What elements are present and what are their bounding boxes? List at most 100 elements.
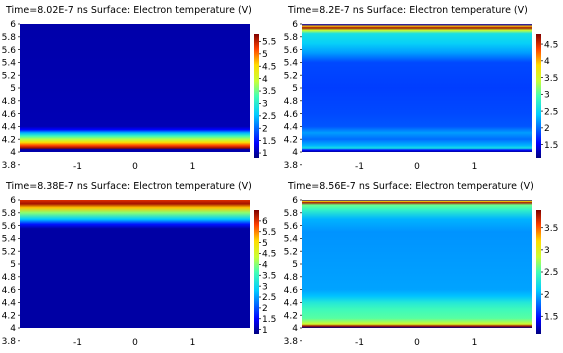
y-tick-label: 5.8 <box>284 209 299 219</box>
colorbar-tick-label: 3.5 <box>262 87 276 97</box>
y-tick-label: 4.4 <box>2 123 17 133</box>
colorbar-tick-label: 5.5 <box>262 38 276 48</box>
heatmap-surface <box>20 200 250 328</box>
y-tick-label: 3.8 <box>2 161 17 171</box>
y-tick-label: 4.8 <box>2 97 17 107</box>
y-tick-label: 5.4 <box>284 235 299 245</box>
chart-title: Time=8.56E-7 ns Surface: Electron temper… <box>287 181 534 192</box>
heatmap-panel-1: Time=8.02E-7 ns Surface: Electron temper… <box>2 5 277 172</box>
heatmap-surface <box>302 200 532 328</box>
x-tick-label: 0 <box>414 162 420 172</box>
colorbar-tick-label: 4 <box>262 75 268 85</box>
y-tick-label: 5.8 <box>2 209 17 219</box>
x-tick-label: -1 <box>355 338 364 348</box>
colorbar-tick-label: 3 <box>544 246 550 256</box>
y-tick-label: 4 <box>292 324 298 334</box>
y-tick-label: 4 <box>10 324 16 334</box>
heatmap-panel-3: Time=8.38E-7 ns Surface: Electron temper… <box>2 181 277 348</box>
x-tick-label: 0 <box>132 162 138 172</box>
colorbar-tick-label: 3.5 <box>544 224 558 234</box>
x-tick-label: -1 <box>73 162 82 172</box>
y-tick-label: 5.2 <box>284 71 298 81</box>
y-tick-label: 4 <box>10 148 16 158</box>
y-tick-label: 4.2 <box>2 311 16 321</box>
y-tick-label: 5 <box>292 260 298 270</box>
colorbar-tick-label: 2.5 <box>262 293 276 303</box>
colorbar-tick-label: 2 <box>544 124 550 134</box>
colorbar-tick-label: 1.5 <box>262 315 276 325</box>
y-tick-label: 4.4 <box>2 299 17 309</box>
y-tick-label: 5.8 <box>2 33 17 43</box>
colorbar-tick-label: 1.5 <box>544 312 558 322</box>
heatmap-surface <box>20 24 250 152</box>
heatmap-panel-2: Time=8.2E-7 ns Surface: Electron tempera… <box>284 5 559 172</box>
x-tick-label: 0 <box>414 338 420 348</box>
y-tick-label: 5.4 <box>2 59 17 69</box>
y-tick-label: 4.8 <box>284 97 299 107</box>
colorbar-tick-label: 2 <box>544 290 550 300</box>
colorbar-tick-label: 3 <box>262 100 268 110</box>
y-tick-label: 4.2 <box>284 311 298 321</box>
y-tick-label: 5.8 <box>284 33 299 43</box>
y-tick-label: 3.8 <box>284 161 299 171</box>
colorbar-tick-label: 4 <box>262 261 268 271</box>
y-tick-label: 6 <box>292 196 298 206</box>
y-tick-label: 4.6 <box>2 286 17 296</box>
y-tick-label: 4.6 <box>2 110 17 120</box>
x-tick-label: -1 <box>73 338 82 348</box>
chart-title: Time=8.02E-7 ns Surface: Electron temper… <box>5 5 252 16</box>
y-tick-label: 5.6 <box>284 46 299 56</box>
colorbar-tick-label: 2 <box>262 124 268 134</box>
y-tick-label: 4.8 <box>284 273 299 283</box>
colorbar-tick-label: 5.5 <box>262 228 276 238</box>
colorbar-tick-label: 3.5 <box>544 74 558 84</box>
y-tick-label: 5 <box>10 260 16 270</box>
heatmap-surface <box>302 24 532 152</box>
y-tick-label: 5.6 <box>2 46 17 56</box>
colorbar-tick-label: 1.5 <box>262 137 276 147</box>
y-tick-label: 3.8 <box>2 337 17 347</box>
x-tick-label: 1 <box>190 338 196 348</box>
colorbar-tick-label: 3 <box>544 91 550 101</box>
colorbar-tick-label: 2 <box>262 304 268 314</box>
y-tick-label: 4.2 <box>284 135 298 145</box>
heatmap-panel-4: Time=8.56E-7 ns Surface: Electron temper… <box>284 181 559 348</box>
y-tick-label: 4.4 <box>284 123 299 133</box>
colorbar-tick-label: 2.5 <box>544 107 558 117</box>
y-tick-label: 6 <box>292 20 298 30</box>
y-tick-label: 4.4 <box>284 299 299 309</box>
y-tick-label: 5.4 <box>284 59 299 69</box>
colorbar <box>254 210 259 334</box>
y-tick-label: 5 <box>292 84 298 94</box>
colorbar-tick-label: 3.5 <box>262 271 276 281</box>
y-tick-label: 5.6 <box>2 222 17 232</box>
colorbar-tick-label: 1 <box>262 149 268 159</box>
x-tick-label: 1 <box>472 338 478 348</box>
y-tick-label: 5.2 <box>2 247 16 257</box>
y-tick-label: 4.8 <box>2 273 17 283</box>
y-tick-label: 4.6 <box>284 110 299 120</box>
colorbar-tick-label: 5 <box>262 50 268 60</box>
colorbar-tick-label: 2.5 <box>262 112 276 122</box>
colorbar-tick-label: 3 <box>262 282 268 292</box>
y-tick-label: 5.4 <box>2 235 17 245</box>
x-tick-label: 0 <box>132 338 138 348</box>
colorbar <box>254 34 259 158</box>
colorbar-tick-label: 1.5 <box>544 141 558 151</box>
colorbar-tick-label: 5 <box>262 239 268 249</box>
chart-title: Time=8.2E-7 ns Surface: Electron tempera… <box>287 5 528 16</box>
colorbar-tick-label: 2.5 <box>544 268 558 278</box>
x-tick-label: -1 <box>355 162 364 172</box>
y-tick-label: 3.8 <box>284 337 299 347</box>
colorbar-tick-label: 1 <box>262 326 268 336</box>
chart-title: Time=8.38E-7 ns Surface: Electron temper… <box>5 181 252 192</box>
y-tick-label: 5.2 <box>2 71 16 81</box>
y-tick-label: 4 <box>292 148 298 158</box>
colorbar <box>536 210 541 334</box>
y-tick-label: 6 <box>10 196 16 206</box>
y-tick-label: 4.2 <box>2 135 16 145</box>
colorbar-tick-label: 4.5 <box>262 62 276 72</box>
colorbar-tick-label: 4 <box>544 57 550 67</box>
y-tick-label: 6 <box>10 20 16 30</box>
